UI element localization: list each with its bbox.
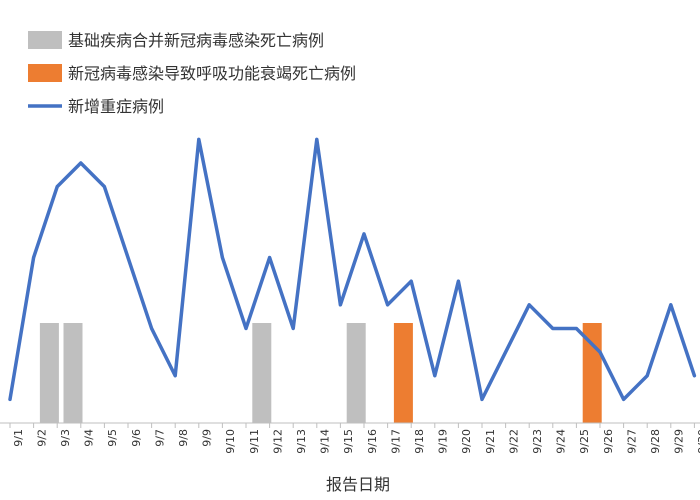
line-point-9-4 (79, 161, 83, 165)
legend-swatch-0 (28, 31, 62, 49)
x-tick-label-9-13: 9/13 (295, 429, 308, 454)
x-tick-label-9-3: 9/3 (59, 429, 72, 447)
x-tick-label-9-26: 9/26 (602, 429, 615, 454)
line-point-9-29 (669, 303, 673, 307)
legend-label-1: 新冠病毒感染导致呼吸功能衰竭死亡病例 (68, 64, 356, 83)
line-point-9-23 (527, 303, 531, 307)
line-point-9-19 (433, 374, 437, 378)
x-tick-label-9-30: 9/30 (696, 429, 700, 454)
x-tick-label-9-19: 9/19 (437, 429, 450, 454)
line-point-9-3 (55, 185, 59, 189)
x-tick-label-9-2: 9/2 (35, 429, 48, 447)
x-tick-label-9-23: 9/23 (531, 429, 544, 454)
legend-label-2: 新增重症病例 (68, 97, 164, 116)
line-point-9-18 (409, 279, 413, 283)
x-tick-label-9-7: 9/7 (153, 429, 166, 447)
x-tick-label-9-29: 9/29 (673, 429, 686, 454)
line-point-9-21 (480, 397, 484, 401)
x-tick-label-9-10: 9/10 (224, 429, 237, 454)
legend-label-0: 基础疾病合并新冠病毒感染死亡病例 (68, 31, 324, 50)
bar-0-9-2 (39, 323, 59, 423)
x-tick-label-9-21: 9/21 (484, 429, 497, 454)
x-tick-label-9-18: 9/18 (413, 429, 426, 454)
line-point-9-15 (338, 303, 342, 307)
x-tick-label-9-12: 9/12 (271, 429, 284, 454)
line-point-9-27 (622, 397, 626, 401)
x-tick-label-9-22: 9/22 (507, 429, 520, 454)
line-point-9-7 (150, 326, 154, 330)
x-tick-label-9-20: 9/20 (460, 429, 473, 454)
line-point-9-14 (315, 137, 319, 141)
line-point-9-22 (504, 350, 508, 354)
line-point-9-2 (32, 256, 36, 260)
line-point-9-9 (197, 137, 201, 141)
x-tick-label-9-24: 9/24 (555, 429, 568, 454)
bar-0-9-11 (252, 323, 272, 423)
x-tick-label-9-5: 9/5 (106, 429, 119, 447)
x-axis-title: 报告日期 (326, 475, 390, 494)
bar-0-9-15 (346, 323, 366, 423)
line-path-2 (8, 137, 697, 402)
line-point-9-25 (574, 326, 578, 330)
line-point-9-30 (692, 374, 696, 378)
legend-swatch-1 (28, 64, 62, 82)
line-point-9-17 (386, 303, 390, 307)
x-tick-label-9-1: 9/1 (12, 429, 25, 447)
x-tick-label-9-8: 9/8 (177, 429, 190, 447)
line-point-9-13 (291, 326, 295, 330)
line-point-9-20 (456, 279, 460, 283)
bars (39, 323, 602, 423)
line-point-9-12 (268, 256, 272, 260)
x-tick-label-9-4: 9/4 (83, 429, 96, 447)
line-point-9-1 (8, 397, 12, 401)
x-tick-label-9-17: 9/17 (389, 429, 402, 454)
line-point-9-24 (551, 326, 555, 330)
bar-0-9-3 (63, 323, 83, 423)
x-tick-label-9-11: 9/11 (248, 429, 261, 454)
line-series (8, 137, 697, 402)
x-tick-label-9-25: 9/25 (578, 429, 591, 454)
line-point-9-16 (362, 232, 366, 236)
x-tick-label-9-28: 9/28 (649, 429, 662, 454)
line-point-9-26 (598, 350, 602, 354)
line-point-9-6 (126, 256, 130, 260)
x-tick-label-9-16: 9/16 (366, 429, 379, 454)
x-tick-label-9-27: 9/27 (625, 429, 638, 454)
line-point-9-28 (645, 374, 649, 378)
x-tick-label-9-14: 9/14 (319, 429, 332, 454)
x-tick-label-9-15: 9/15 (342, 429, 355, 454)
line-point-9-8 (173, 374, 177, 378)
line-point-9-5 (102, 185, 106, 189)
x-tick-label-9-9: 9/9 (201, 429, 214, 447)
line-point-9-10 (220, 256, 224, 260)
x-axis: 9/1 9/2 9/3 9/4 9/5 9/6 9/7 9/8 9/9 9/10 9/11 9/12 9… (0, 422, 700, 454)
x-tick-label-9-6: 9/6 (130, 429, 143, 447)
line-point-9-11 (244, 326, 248, 330)
bar-1-9-17 (393, 323, 413, 423)
